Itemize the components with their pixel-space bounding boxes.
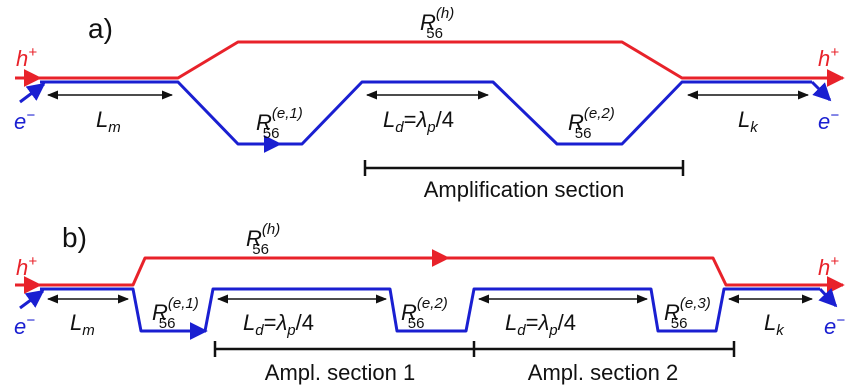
panel-b-electron-out-label: e− <box>824 312 845 339</box>
panel-b-lm-label: Lm <box>70 310 95 339</box>
panel-b-e2-r56-label: R(e,2) 56 <box>401 295 448 332</box>
panel-a-electron-in-label: e− <box>14 107 35 134</box>
panel-a-hole-in-label: h+ <box>16 44 37 71</box>
panel-a-section-label: Amplification section <box>424 177 625 202</box>
panel-b: b) h+ h+ e− e− R(h) 56 R(e,1) 56 R(e,2) 56 … <box>14 221 845 385</box>
panel-a-ld-label: Ld=λp/4 <box>383 107 454 136</box>
panel-b-section1-label: Ampl. section 1 <box>265 360 415 385</box>
panel-a-hole-path <box>15 40 840 80</box>
panel-b-electron-in-label: e− <box>14 312 35 339</box>
panel-b-electron-path <box>40 287 820 333</box>
panel-b-electron-out-arrow <box>818 287 838 308</box>
panel-a-hole-r56-label: R(h) 56 <box>420 5 454 42</box>
panel-b-e1-r56-label: R(e,1) 56 <box>152 295 199 332</box>
panel-b-e3-r56-label: R(e,3) 56 <box>664 295 711 332</box>
panel-b-hole-path <box>15 256 840 287</box>
panel-a-hole-out-label: h+ <box>818 44 839 71</box>
panel-b-section2-label: Ampl. section 2 <box>528 360 678 385</box>
panel-b-lk-label: Lk <box>764 310 785 339</box>
panel-b-section-brackets <box>213 341 736 357</box>
panel-a-electron-path <box>40 80 812 146</box>
panel-a-electron-out-label: e− <box>818 107 839 134</box>
panel-a-tag: a) <box>88 13 113 44</box>
panel-a-electron-out-arrow <box>810 80 832 102</box>
panel-a-lm-label: Lm <box>96 107 121 136</box>
panel-b-hole-in-label: h+ <box>16 253 37 280</box>
panel-a-e2-r56-label: R(e,2) 56 <box>568 105 615 142</box>
panel-a-electron-in-arrow <box>19 82 46 104</box>
panel-b-electron-in-arrow <box>19 289 45 310</box>
panel-b-ld2-label: Ld=λp/4 <box>505 310 576 339</box>
panel-b-ld1-label: Ld=λp/4 <box>243 310 314 339</box>
panel-a: a) h+ h+ e− e− R(h) 56 R(e,1) 56 R(e,2) 56 … <box>14 5 845 202</box>
panel-b-tag: b) <box>62 222 87 253</box>
panel-a-section-bracket <box>363 160 685 176</box>
panel-a-lk-label: Lk <box>738 107 759 136</box>
panel-a-e1-r56-label: R(e,1) 56 <box>256 105 303 142</box>
panel-b-hole-out-label: h+ <box>818 253 839 280</box>
panel-b-hole-r56-label: R(h) 56 <box>246 221 280 258</box>
